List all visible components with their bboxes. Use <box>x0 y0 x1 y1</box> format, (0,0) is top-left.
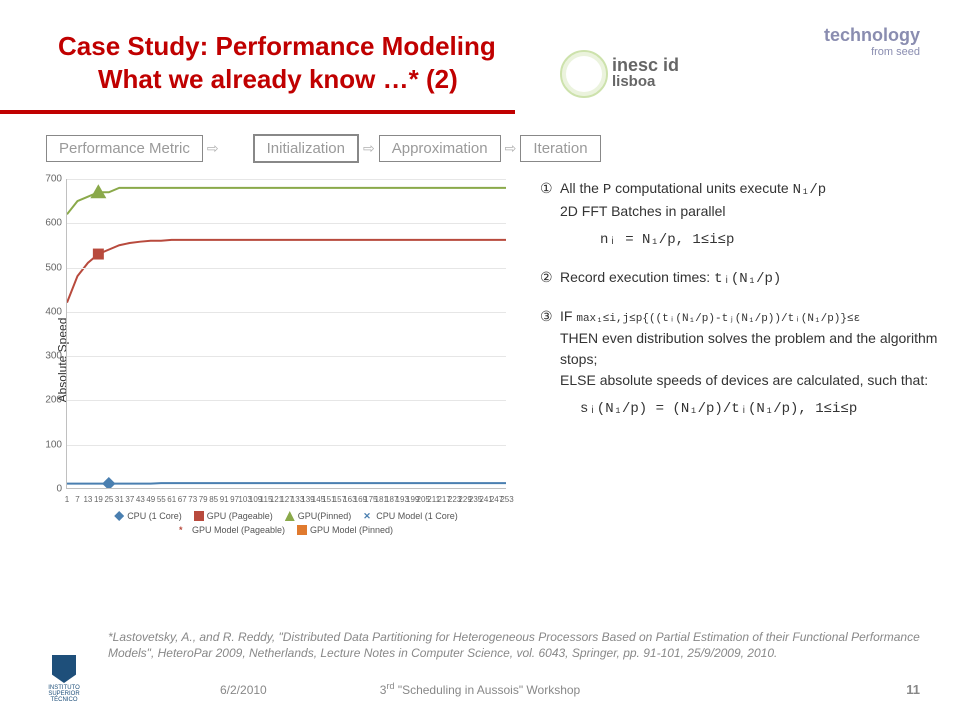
flow-box: Initialization <box>253 134 359 163</box>
arrow-icon: ⇨ <box>207 140 219 157</box>
step-1: ① All the P computational units execute … <box>540 178 940 251</box>
ist-logo: INSTITUTO SUPERIOR TÉCNICO <box>40 647 88 703</box>
algorithm-steps: ① All the P computational units execute … <box>540 178 940 436</box>
title-line-2: What we already know …* (2) <box>58 63 496 96</box>
slide-title: Case Study: Performance Modeling What we… <box>58 30 496 95</box>
flow-box: Performance Metric <box>46 135 203 162</box>
footer-workshop: 3rd "Scheduling in Aussois" Workshop <box>380 681 580 697</box>
flow-box: Approximation <box>379 135 501 162</box>
footer-date: 6/2/2010 <box>220 683 267 697</box>
performance-chart: Absolute Speed 0100200300400500600700171… <box>26 175 516 545</box>
tagline-main: technology <box>824 25 920 46</box>
swirl-icon <box>560 50 604 94</box>
step-3: ③ IF max₁≤i,j≤p{((tᵢ(N₁/p)-tⱼ(N₁/p))/tᵢ(… <box>540 306 940 420</box>
legend-item: GPU Model (Pinned) <box>297 525 393 535</box>
inesc-logo: inesc id lisboa <box>560 50 679 94</box>
legend-item: CPU (1 Core) <box>114 511 182 521</box>
title-divider <box>0 110 515 114</box>
legend-item: *GPU Model (Pageable) <box>179 525 285 535</box>
legend-item: ✕CPU Model (1 Core) <box>363 511 458 521</box>
chart-legend: CPU (1 Core) GPU (Pageable) GPU(Pinned) ✕CP… <box>66 511 506 535</box>
arrow-icon: ⇨ <box>363 140 375 157</box>
legend-item: GPU(Pinned) <box>285 511 352 521</box>
page-number: 11 <box>906 682 920 697</box>
legend-item: GPU (Pageable) <box>194 511 273 521</box>
plot-area: 0100200300400500600700171319253137434955… <box>66 179 506 489</box>
logo-text: inesc id lisboa <box>612 56 679 89</box>
flow-row: Performance Metric⇨Initialization⇨Approx… <box>46 134 605 163</box>
arrow-icon: ⇨ <box>505 140 517 157</box>
tagline: technology from seed <box>824 25 920 58</box>
step-2: ② Record execution times: tᵢ(N₁/p) <box>540 267 940 290</box>
flow-box: Iteration <box>520 135 600 162</box>
citation: *Lastovetsky, A., and R. Reddy, "Distrib… <box>108 629 920 661</box>
title-line-1: Case Study: Performance Modeling <box>58 30 496 63</box>
tagline-sub: from seed <box>824 46 920 58</box>
